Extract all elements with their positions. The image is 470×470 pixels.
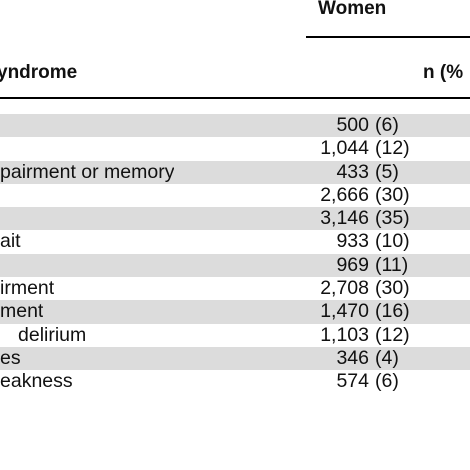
row-percent: (30) <box>375 277 410 300</box>
row-percent: (11) <box>375 253 409 276</box>
column-header-n-percent: n (% <box>423 62 464 83</box>
table-row: 3,146 (35) <box>0 207 470 231</box>
table-row: ait 933 (10) <box>0 230 470 253</box>
row-percent: (6) <box>375 370 399 393</box>
table-row: eakness 574 (6) <box>0 370 470 393</box>
header-rule <box>0 97 470 99</box>
row-syndrome-label: es <box>0 346 21 369</box>
row-percent: (12) <box>375 137 410 160</box>
row-syndrome-label: ait <box>0 230 21 253</box>
table-row: pairment or memory 433 (5) <box>0 160 470 184</box>
table-body: 500 (6) 1,044 (12) pairment or memory 433 (5) 2… <box>0 114 470 394</box>
row-percent: (6) <box>375 114 399 136</box>
table-row: 2,666 (30) <box>0 184 470 207</box>
row-syndrome-label: irment <box>0 277 55 300</box>
table-row: 500 (6) <box>0 114 470 138</box>
group-header-rule <box>306 36 470 38</box>
row-count: 1,044 <box>320 137 369 160</box>
row-percent: (16) <box>375 300 410 323</box>
group-header-women: Women <box>318 0 387 19</box>
row-syndrome-label: delirium <box>18 323 87 346</box>
row-count: 2,708 <box>320 277 369 300</box>
row-count: 1,470 <box>320 300 369 323</box>
row-syndrome-label: pairment or memory <box>0 160 175 183</box>
row-count: 1,103 <box>320 323 369 346</box>
table-row: 969 (11) <box>0 253 470 278</box>
row-percent: (30) <box>375 183 410 206</box>
row-percent: (10) <box>375 230 410 253</box>
row-percent: (4) <box>375 346 399 369</box>
row-count: 574 <box>336 370 369 393</box>
row-percent: (12) <box>375 323 410 346</box>
row-count: 2,666 <box>320 183 369 206</box>
table-row: delirium 1,103 (12) <box>0 324 470 347</box>
row-percent: (35) <box>375 207 410 230</box>
table-row: es 346 (4) <box>0 346 470 371</box>
row-count: 3,146 <box>320 207 369 230</box>
row-percent: (5) <box>375 160 399 183</box>
row-count: 500 <box>336 114 369 136</box>
row-count: 346 <box>336 346 369 369</box>
row-syndrome-label: eakness <box>0 370 73 393</box>
table-row: 1,044 (12) <box>0 137 470 160</box>
row-count: 433 <box>336 160 369 183</box>
row-count: 933 <box>336 230 369 253</box>
table-row: ment 1,470 (16) <box>0 300 470 324</box>
column-header-syndrome: yndrome <box>0 62 78 83</box>
table-row: irment 2,708 (30) <box>0 277 470 300</box>
row-count: 969 <box>336 253 369 276</box>
row-syndrome-label: ment <box>0 300 44 323</box>
